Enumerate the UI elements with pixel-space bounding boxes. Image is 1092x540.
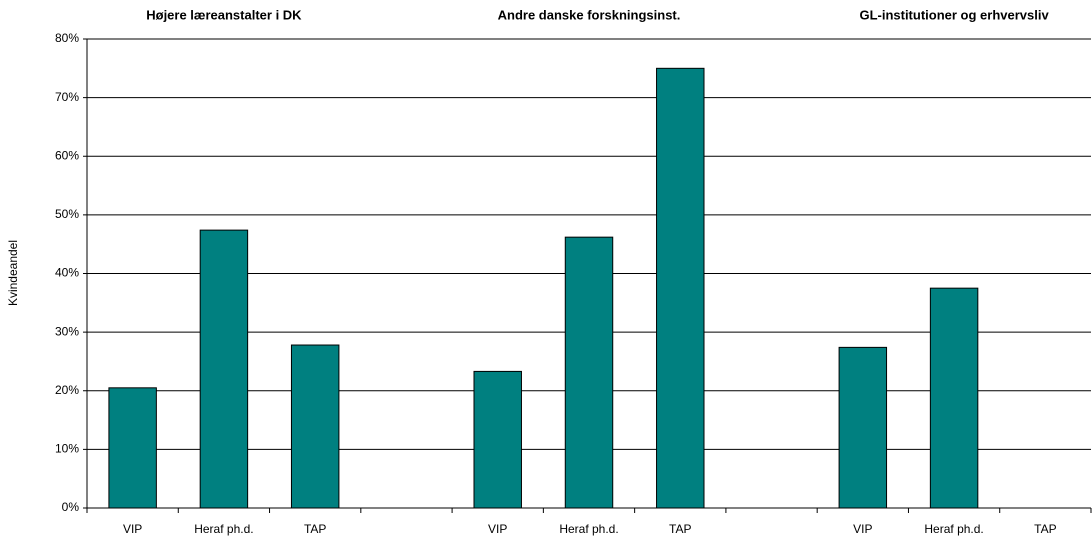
y-tick-label: 60%: [55, 148, 79, 162]
group-title: GL-institutioner og erhvervsliv: [859, 7, 1049, 22]
group-title: Andre danske forskningsinst.: [498, 7, 681, 22]
y-tick-label: 20%: [55, 383, 79, 397]
bar: [656, 67, 705, 509]
x-tick-label: VIP: [853, 522, 872, 536]
bar: [838, 346, 888, 509]
bar: [290, 344, 340, 509]
y-tick-label: 80%: [55, 31, 79, 45]
y-tick-label: 0%: [62, 500, 80, 514]
y-axis-label: Kvindeandel: [6, 240, 20, 306]
x-tick-label: VIP: [488, 522, 507, 536]
x-tick-label: Heraf ph.d.: [924, 522, 983, 536]
x-tick-label: Heraf ph.d.: [194, 522, 253, 536]
y-tick-label: 40%: [55, 266, 79, 280]
y-tick-label: 30%: [55, 324, 79, 338]
x-tick-label: VIP: [123, 522, 142, 536]
bar: [564, 236, 614, 509]
y-tick-label: 50%: [55, 207, 79, 221]
x-tick-label: TAP: [669, 522, 691, 536]
y-tick-label: 70%: [55, 90, 79, 104]
bar: [108, 387, 157, 509]
bar: [929, 287, 979, 509]
y-tick-label: 10%: [55, 442, 79, 456]
group-title: Højere læreanstalter i DK: [146, 7, 302, 22]
bar: [473, 370, 522, 509]
x-tick-label: TAP: [1034, 522, 1056, 536]
x-tick-label: Heraf ph.d.: [559, 522, 618, 536]
bar: [199, 229, 249, 509]
x-tick-label: TAP: [304, 522, 326, 536]
